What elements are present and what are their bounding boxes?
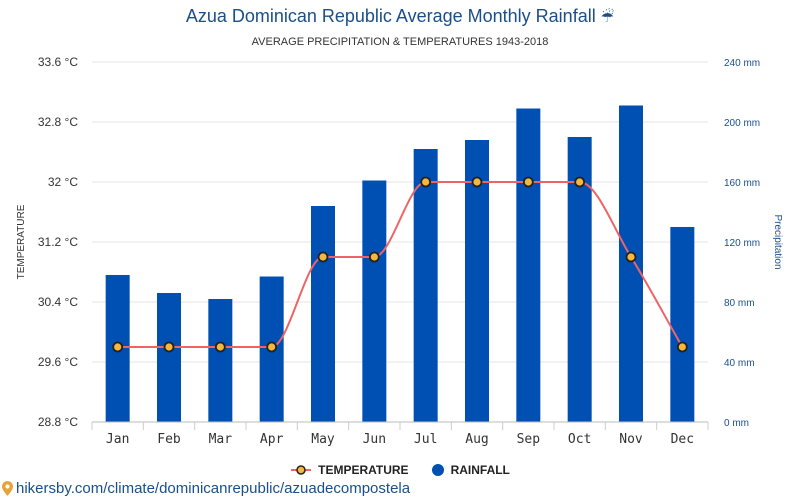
x-tick-label: Jul [414,432,437,447]
x-tick-label: Sep [517,432,541,447]
rainfall-bar[interactable] [670,227,695,422]
rainfall-bars [105,105,695,423]
y-right-tick-label: 80 mm [724,298,755,309]
y-right-tick-label: 160 mm [724,178,760,189]
x-tick-label: Oct [568,432,591,447]
x-tick-label: Aug [465,432,488,447]
y-right-tick-label: 200 mm [724,118,760,129]
y-right-tick-label: 240 mm [724,58,760,69]
x-tick-label: Jun [363,432,386,447]
temperature-point[interactable] [317,251,329,263]
temperature-line-path [117,181,684,349]
x-tick-label: Nov [619,432,643,447]
chart-title-text: Azua Dominican Republic Average Monthly … [185,6,596,26]
y-right-axis-title: Precipitation [772,214,783,269]
temperature-point[interactable] [522,176,534,188]
y-left-axis-title: TEMPERATURE [16,204,27,279]
x-tick-label: Apr [260,432,284,447]
temperature-point[interactable] [471,176,483,188]
temperature-legend-icon [291,465,312,475]
temperature-point[interactable] [368,251,380,263]
legend-item-rainfall[interactable]: RAINFALL [431,463,510,477]
y-right-tick-label: 0 mm [724,418,749,429]
x-tick-label: Dec [671,432,694,447]
footer-link[interactable]: hikersby.com/climate/dominicanrepublic/a… [2,480,410,497]
rainfall-temperature-chart: 28.8 °C 0 mm 29.6 °C 40 mm 30.4 °C 80 mm 31.2 … [16,55,783,447]
umbrella-rain-icon: ☔ [600,9,615,26]
rainfall-legend-icon [431,464,444,476]
x-tick-label: Mar [209,432,233,447]
legend-item-temperature[interactable]: TEMPERATURE [290,463,409,477]
y-left-tick-label: 31.2 °C [38,235,78,249]
legend-label-temperature: TEMPERATURE [318,463,409,477]
y-left-tick-label: 33.6 °C [38,55,78,69]
temperature-point[interactable] [625,251,637,263]
location-pin-icon [2,481,13,496]
y-left-tick-label: 29.6 °C [38,355,78,369]
y-left-tick-label: 28.8 °C [38,415,78,429]
rainfall-bar[interactable] [619,105,643,423]
y-right-tick-label: 120 mm [724,238,760,249]
temperature-point[interactable] [676,341,688,353]
temperature-point[interactable] [112,341,124,353]
rainfall-bar[interactable] [516,108,541,423]
footer-url: hikersby.com/climate/dominicanrepublic/a… [16,480,411,497]
legend-label-rainfall: RAINFALL [450,463,510,477]
x-tick-label: Feb [157,432,181,447]
axes: 28.8 °C 0 mm 29.6 °C 40 mm 30.4 °C 80 mm 31.2 … [16,55,783,447]
y-right-tick-label: 40 mm [724,358,755,369]
y-left-tick-label: 32.8 °C [38,115,78,129]
temperature-point[interactable] [163,341,175,353]
x-tick-label: Jan [106,432,129,447]
grid-lines [92,61,708,423]
rainfall-bar[interactable] [208,299,233,422]
temperature-point[interactable] [214,341,226,353]
y-left-tick-label: 30.4 °C [38,295,78,309]
x-tick-label: May [311,432,335,447]
chart-title: Azua Dominican Republic Average Monthly … [0,6,800,27]
chart-legend: TEMPERATURE RAINFALL [0,463,800,477]
temperature-point[interactable] [420,176,432,188]
rainfall-bar[interactable] [362,180,387,423]
temperature-line [112,176,688,353]
rainfall-bar[interactable] [311,206,335,422]
rainfall-bar[interactable] [413,149,438,422]
temperature-point[interactable] [266,341,278,353]
rainfall-bar[interactable] [157,293,181,422]
y-left-tick-label: 32 °C [48,175,78,189]
chart-subtitle: AVERAGE PRECIPITATION & TEMPERATURES 194… [251,36,549,48]
temperature-point[interactable] [574,176,586,188]
